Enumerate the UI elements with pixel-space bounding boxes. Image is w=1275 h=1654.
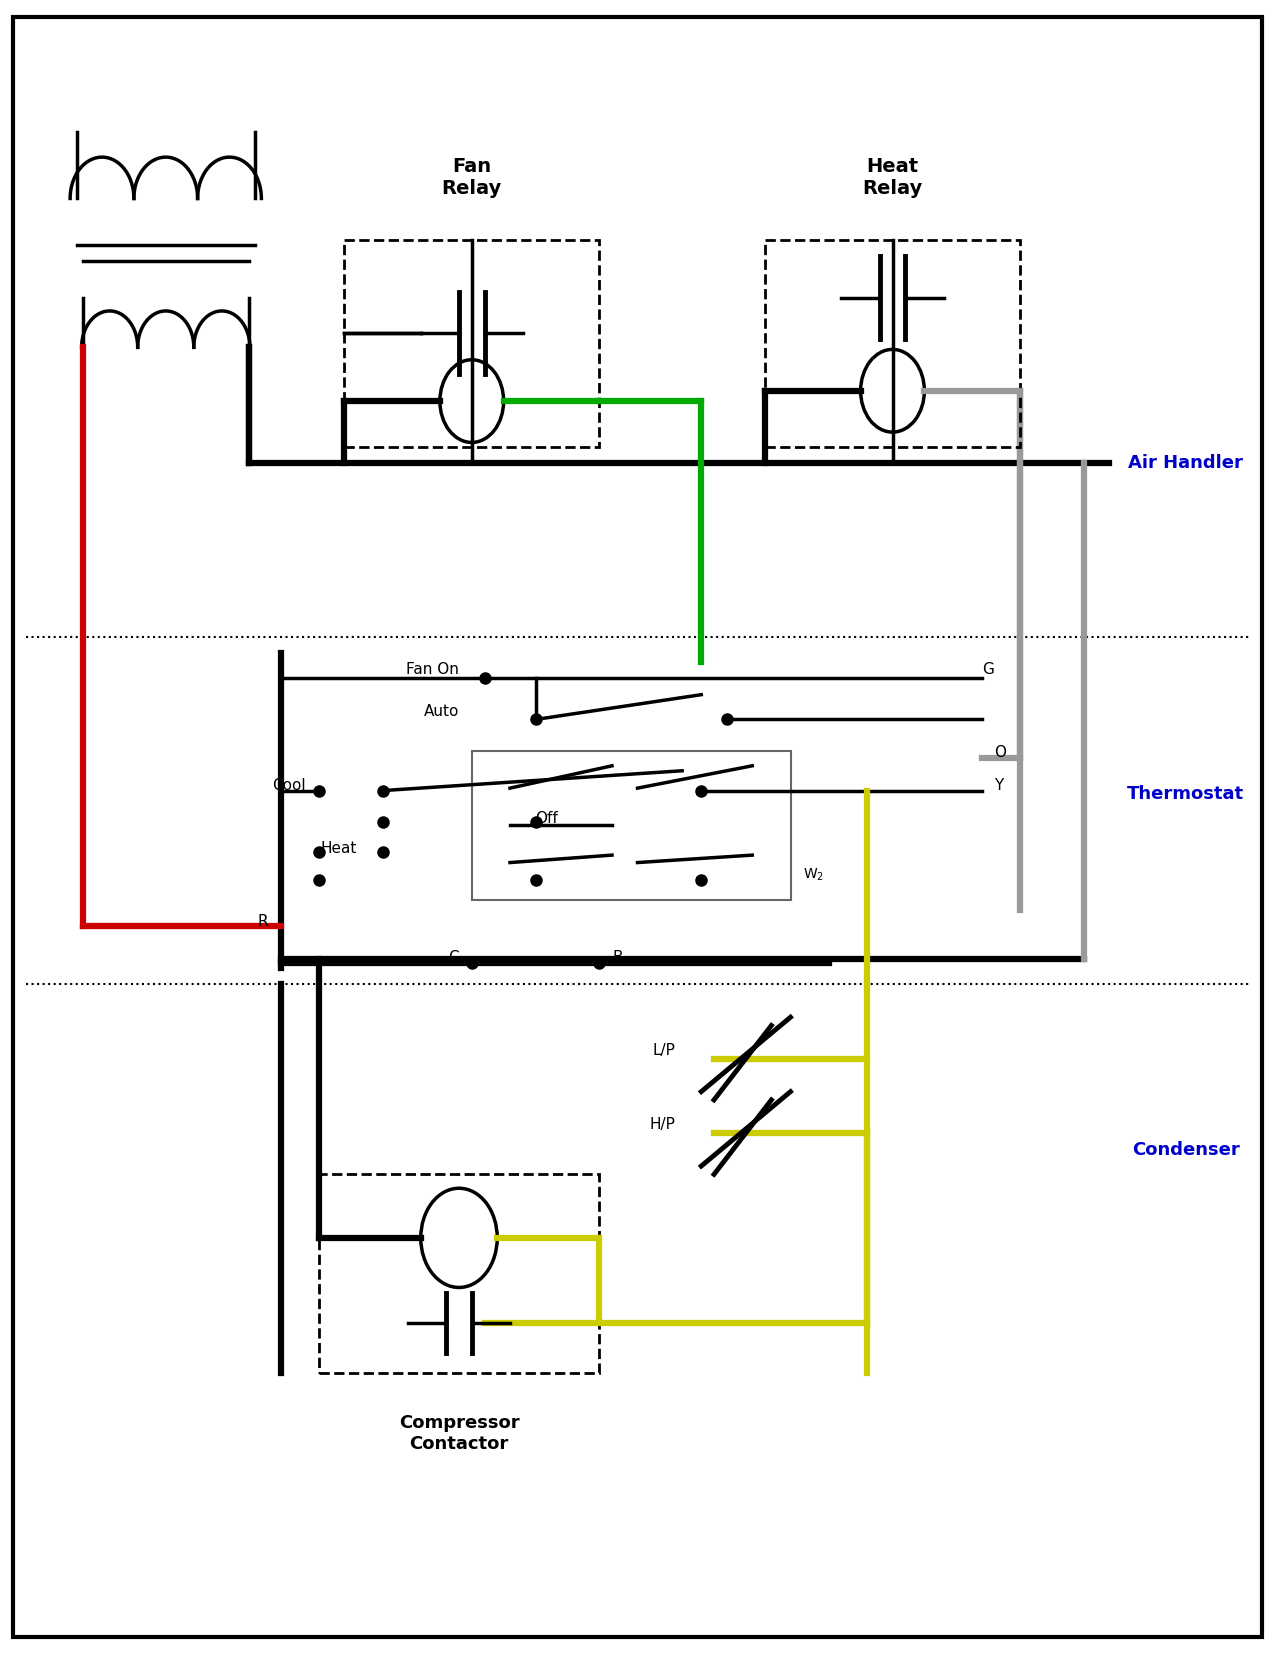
Text: Off: Off bbox=[536, 810, 558, 827]
Text: Condenser: Condenser bbox=[1132, 1141, 1239, 1158]
Text: O: O bbox=[994, 744, 1006, 761]
Text: Compressor
Contactor: Compressor Contactor bbox=[399, 1414, 519, 1452]
Text: H/P: H/P bbox=[650, 1116, 676, 1133]
Bar bbox=[344, 240, 599, 447]
Text: B: B bbox=[612, 949, 622, 966]
Text: R: R bbox=[258, 913, 268, 930]
Text: Heat: Heat bbox=[320, 840, 357, 857]
Text: Auto: Auto bbox=[423, 703, 459, 719]
Text: Fan
Relay: Fan Relay bbox=[441, 157, 502, 198]
Text: Cool: Cool bbox=[273, 777, 306, 794]
Bar bbox=[472, 751, 790, 900]
Bar bbox=[319, 1174, 599, 1373]
Text: G: G bbox=[982, 662, 993, 678]
Text: Y: Y bbox=[994, 777, 1003, 794]
Bar bbox=[765, 240, 1020, 447]
Text: L/P: L/P bbox=[653, 1042, 676, 1059]
Text: Thermostat: Thermostat bbox=[1127, 786, 1244, 802]
Text: C: C bbox=[449, 949, 459, 966]
Text: Air Handler: Air Handler bbox=[1128, 455, 1243, 471]
Text: W$_2$: W$_2$ bbox=[803, 867, 825, 883]
Text: Fan On: Fan On bbox=[407, 662, 459, 678]
Text: Heat
Relay: Heat Relay bbox=[862, 157, 923, 198]
